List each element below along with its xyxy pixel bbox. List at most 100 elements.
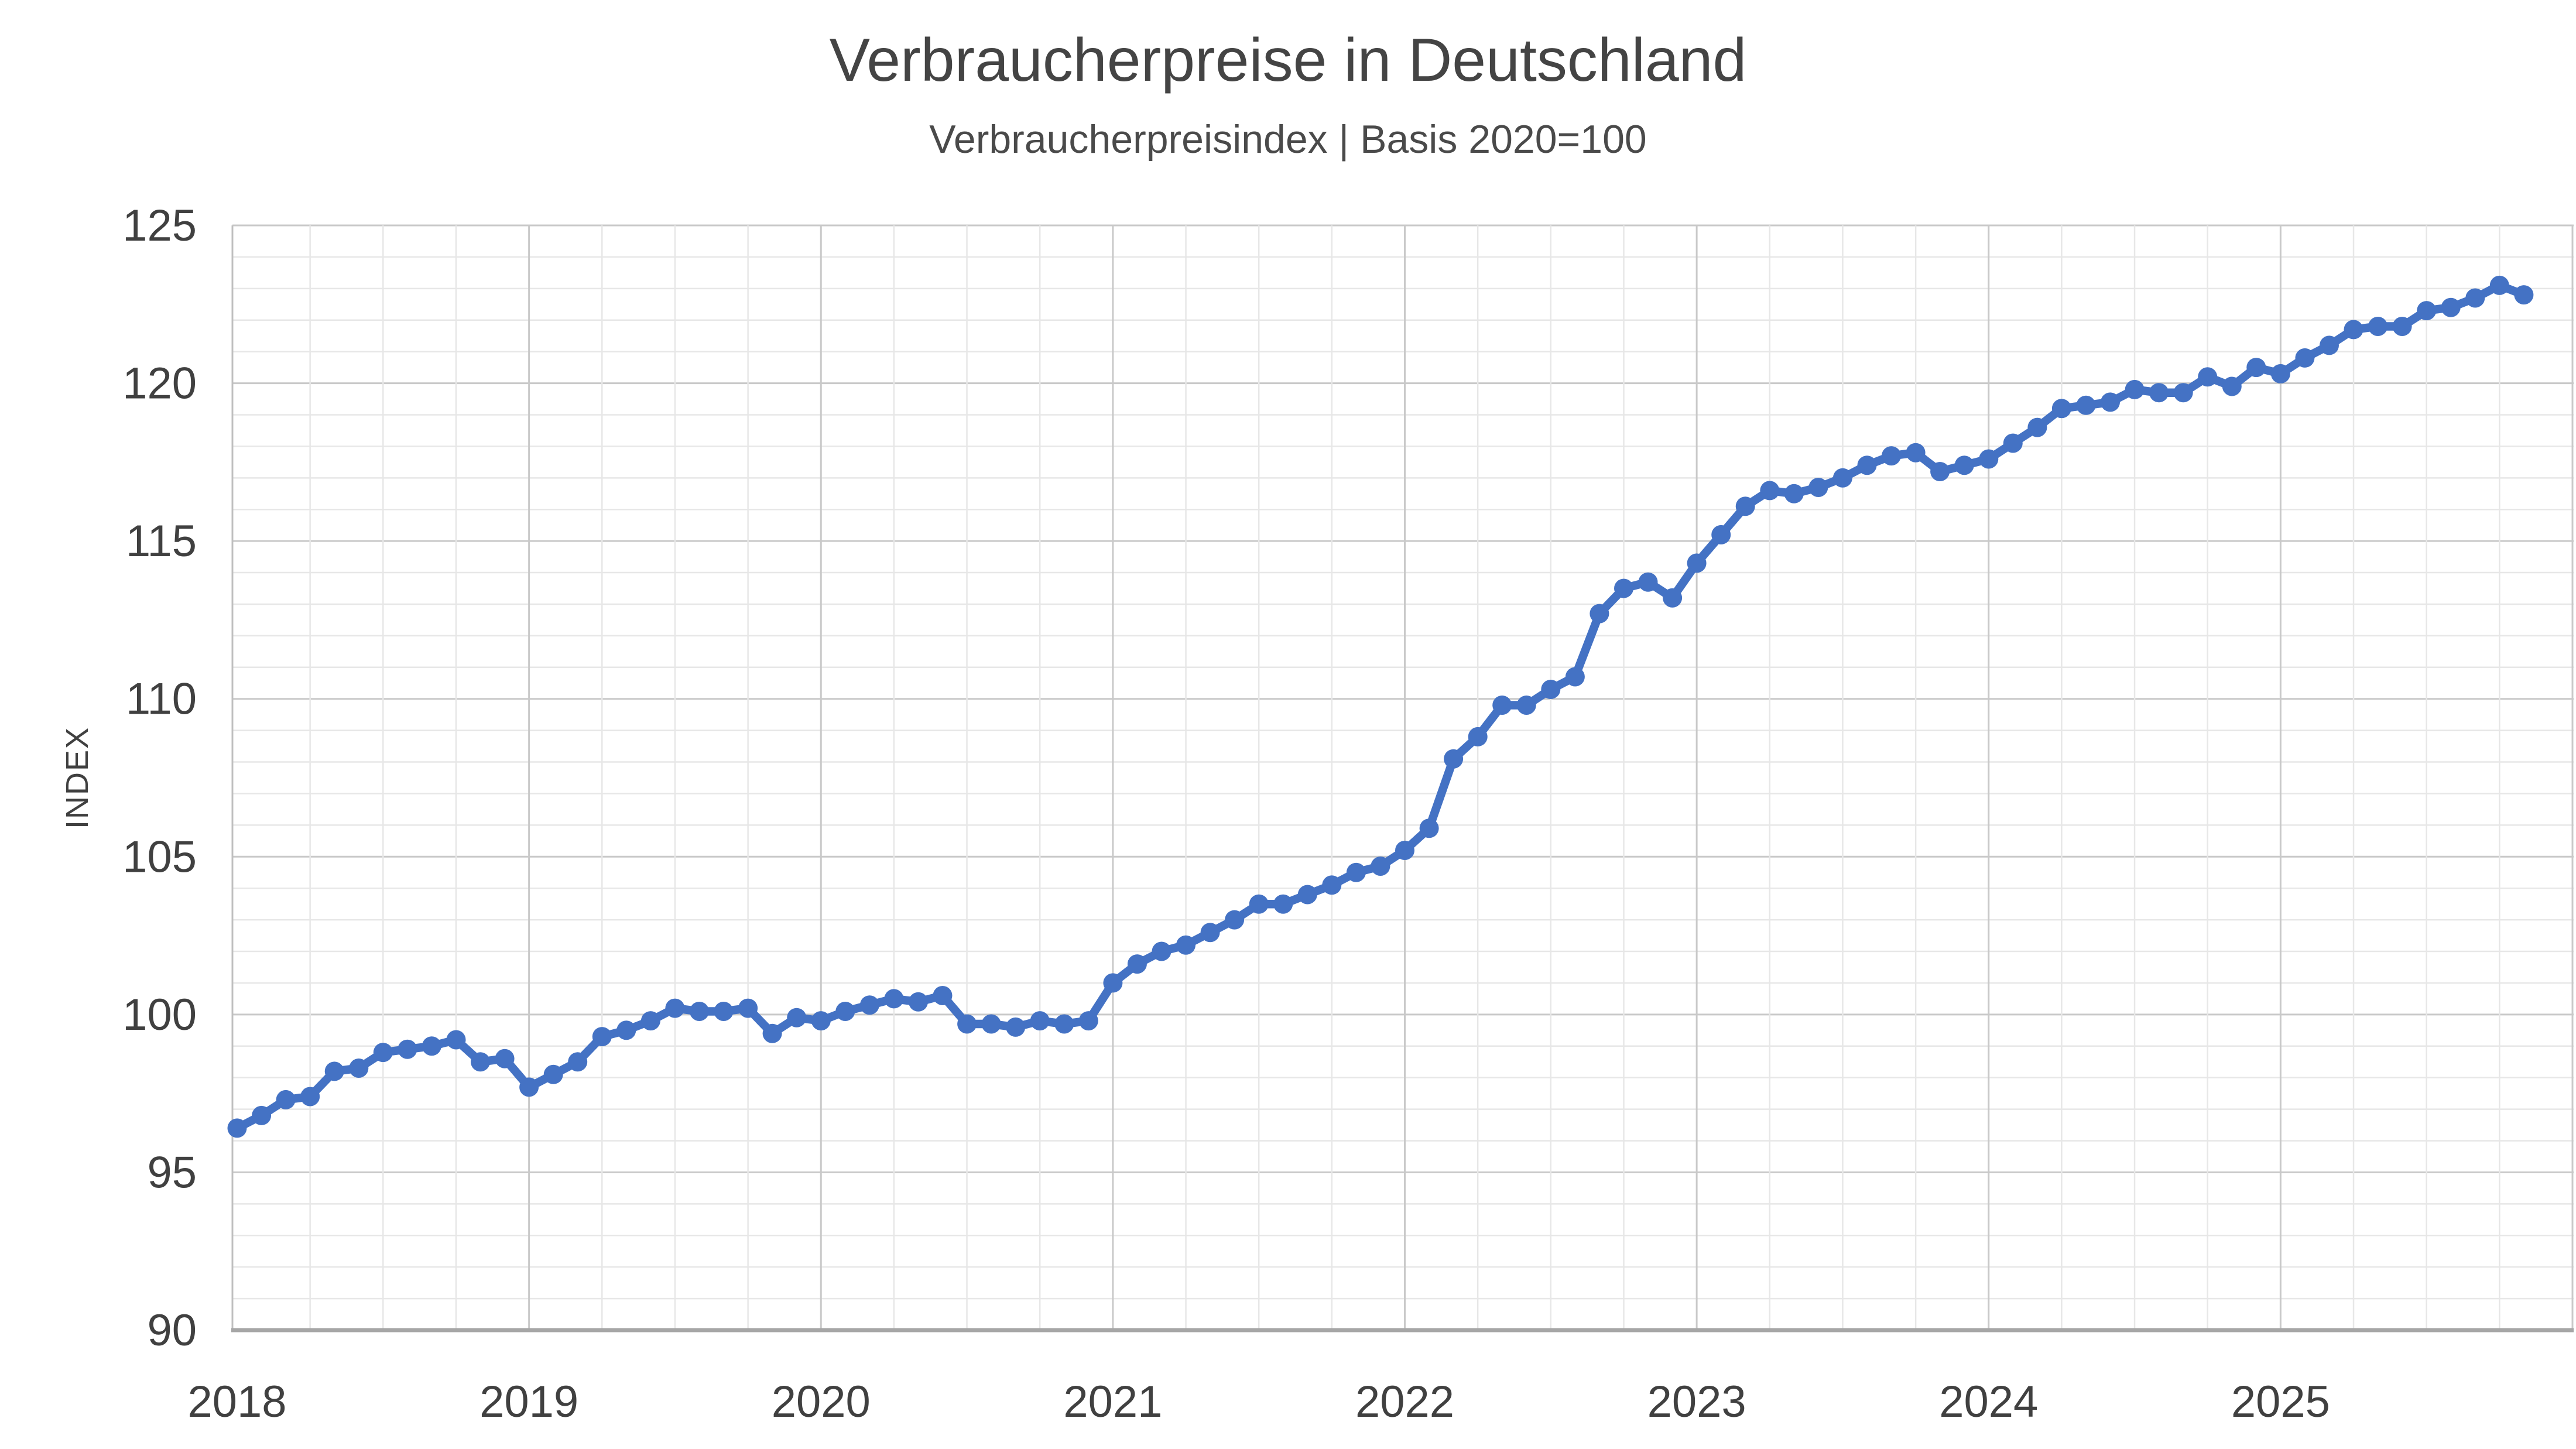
data-point-marker [1954,455,1974,475]
data-point-marker [1395,841,1414,860]
x-tick-label: 2018 [187,1377,286,1427]
data-point-marker [957,1014,977,1034]
data-point-marker [738,998,758,1018]
data-point-marker [2173,383,2193,403]
y-tick-label: 125 [122,201,197,251]
data-point-marker [1200,923,1220,943]
data-point-marker [2514,285,2534,305]
data-point-marker [1468,727,1488,746]
data-point-marker [1590,604,1609,624]
data-point-marker [2003,433,2023,453]
data-point-marker [276,1090,296,1109]
data-point-marker [933,986,953,1005]
data-point-marker [2441,297,2461,317]
data-point-marker [1273,894,1293,914]
data-point-marker [1906,443,1926,463]
data-point-marker [446,1030,466,1050]
data-point-marker [1103,973,1123,993]
data-point-marker [690,1002,709,1021]
data-point-marker [252,1105,272,1125]
data-point-marker [1614,578,1633,598]
data-point-marker [324,1061,344,1081]
data-point-marker [909,992,928,1012]
data-point-marker [422,1036,441,1056]
data-point-marker [2465,288,2485,308]
data-point-marker [227,1118,247,1138]
data-point-marker [1808,478,1828,497]
x-tick-label: 2023 [1647,1377,1746,1427]
data-point-marker [2076,395,2096,415]
data-point-marker [1784,484,1804,503]
data-point-marker [1419,818,1439,838]
x-tick-label: 2022 [1355,1377,1454,1427]
data-point-marker [568,1052,588,1072]
data-point-marker [835,1002,855,1021]
data-point-marker [543,1064,563,1084]
data-point-marker [1346,862,1366,882]
data-point-marker [1638,572,1658,592]
x-tick-label: 2020 [772,1377,871,1427]
data-point-marker [2368,317,2388,336]
data-point-marker [665,998,685,1018]
data-point-marker [1030,1011,1050,1031]
data-point-marker [1882,446,1901,466]
data-point-marker [1176,935,1195,955]
data-point-marker [1127,954,1147,974]
data-point-marker [1857,455,1877,475]
data-point-marker [373,1043,393,1063]
data-point-marker [1249,894,1269,914]
x-tick-label: 2025 [2231,1377,2330,1427]
data-point-marker [1687,553,1707,573]
data-point-marker [1541,680,1561,699]
data-point-marker [1297,885,1317,905]
data-point-marker [592,1027,612,1047]
data-point-marker [2149,383,2169,403]
data-point-marker [471,1052,490,1072]
x-tick-label: 2024 [1939,1377,2038,1427]
data-point-marker [616,1020,636,1040]
data-point-marker [495,1049,515,1068]
data-point-marker [1735,496,1755,516]
data-point-marker [1444,749,1464,769]
data-point-marker [1225,910,1245,930]
y-tick-label: 120 [122,359,197,409]
data-point-marker [2051,399,2071,419]
data-point-marker [2246,358,2266,378]
data-point-marker [1565,667,1585,687]
data-point-marker [1516,696,1536,715]
data-point-marker [787,1008,807,1027]
y-tick-label: 105 [122,832,197,882]
y-tick-label: 100 [122,990,197,1040]
data-point-marker [981,1014,1001,1034]
data-point-marker [1492,696,1512,715]
data-point-marker [884,989,904,1009]
y-tick-label: 110 [126,674,197,724]
data-point-marker [859,995,879,1015]
data-point-marker [1760,481,1780,501]
y-tick-label: 115 [126,516,197,566]
data-point-marker [300,1087,320,1107]
data-point-marker [1078,1011,1098,1031]
data-point-marker [1979,449,1999,469]
data-point-marker [1152,941,1171,961]
data-point-marker [2222,376,2242,396]
data-point-marker [1371,857,1390,876]
data-point-marker [349,1059,369,1078]
x-tick-label: 2019 [479,1377,578,1427]
data-point-marker [519,1077,539,1097]
data-point-marker [714,1002,734,1021]
data-point-marker [2270,364,2290,383]
data-point-marker [2101,392,2120,412]
data-point-marker [1006,1017,1026,1037]
data-point-marker [2344,320,2363,340]
y-tick-label: 90 [147,1306,197,1355]
data-point-marker [2125,379,2145,399]
data-point-marker [762,1023,782,1043]
data-point-marker [640,1011,660,1031]
data-point-marker [811,1011,831,1031]
data-point-marker [2489,275,2509,295]
chart-title: Verbraucherpreise in Deutschland [829,26,1747,94]
y-tick-label: 95 [147,1147,197,1197]
